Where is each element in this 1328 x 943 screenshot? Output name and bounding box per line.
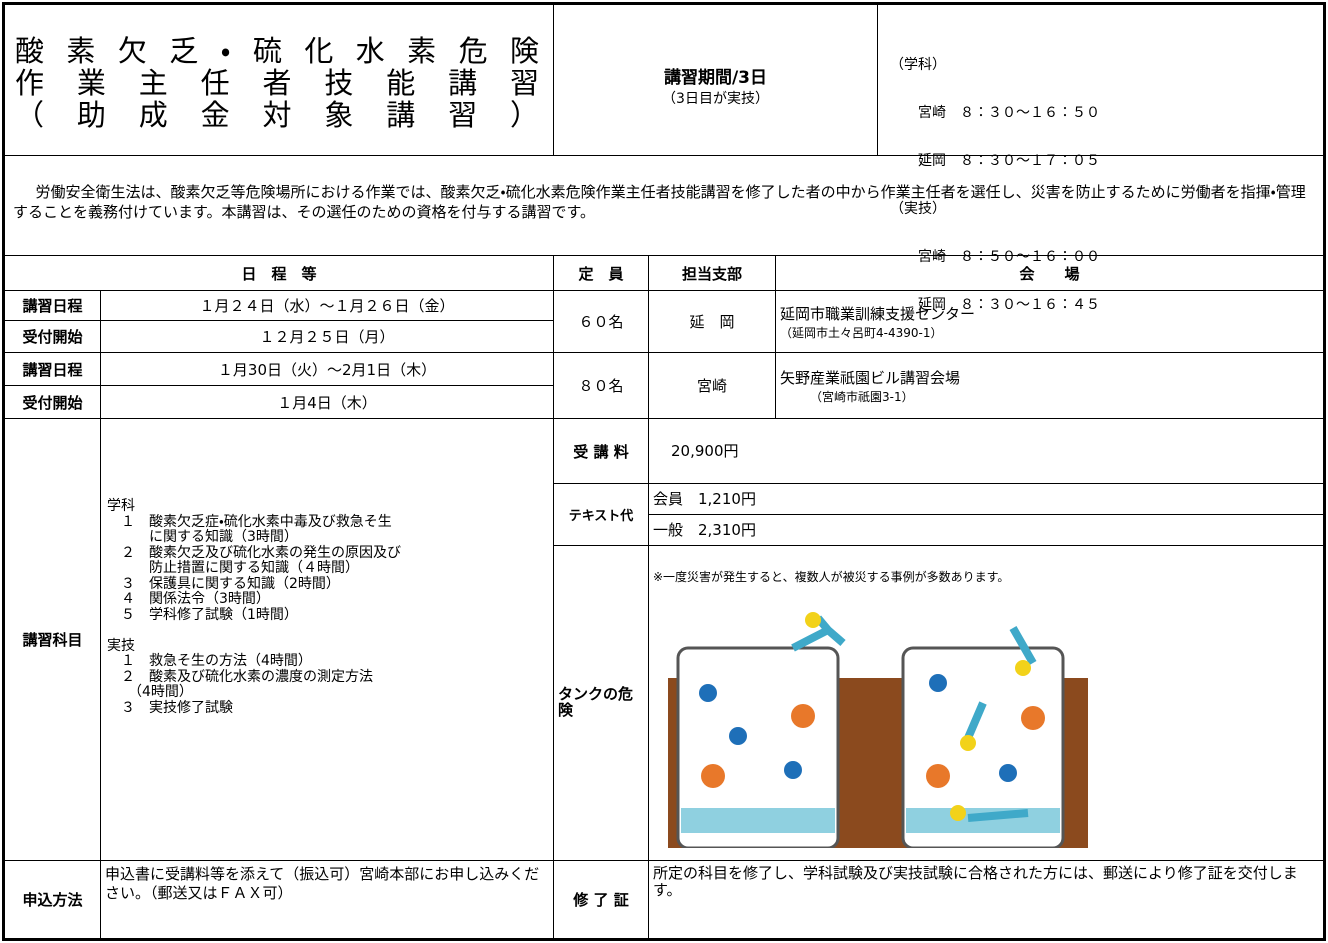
address: （宮崎市祇園3-1） (810, 390, 914, 404)
period: 講習期間/3日 (663, 68, 768, 88)
helmet (805, 612, 821, 628)
subject-line: １ 救急そ生の方法（4時間） (107, 653, 312, 669)
branch: 延 岡 (648, 290, 776, 353)
application-text: 申込書に受講料等を添えて（振込可）宮崎本部にお申し込みください。（郵送又はＦＡＸ… (100, 860, 554, 939)
subjects-cell: 学科 １ 酸素欠乏症・硫化水素中毒及び救急そ生 に関する知識（3時間） ２ 酸素… (100, 418, 554, 861)
water (681, 808, 835, 833)
h2s-bubble (926, 764, 950, 788)
subject-line: に関する知識（3時間） (107, 529, 298, 545)
helmet (950, 805, 966, 821)
time-line: 宮崎 ８：５０～１６：００ (890, 249, 1100, 265)
venue-cell: 延岡市職業訓練支援センター （延岡市土々呂町4-4390-1） (775, 290, 1324, 353)
subject-line: 学科 (107, 498, 135, 514)
certificate-text: 所定の科目を修了し、学科試験及び実技試験に合格された方には、郵送により修了証を交… (648, 860, 1324, 939)
col-header: 定 員 (553, 255, 649, 291)
fee-value: 20,900円 (648, 418, 1324, 484)
danger-label: タンクの危 険 (553, 545, 663, 861)
o2-bubble (729, 727, 747, 745)
subject-line: （4時間） (107, 684, 193, 700)
row-value: １２月２５日（月） (100, 320, 554, 353)
row-value: １月２４日（水）～１月２６日（金） (100, 290, 554, 321)
o2-bubble (999, 764, 1017, 782)
col-header: 日 程 等 (4, 255, 554, 291)
row-value: １月4日（木） (100, 385, 554, 419)
subject-line: ２ 酸素欠乏及び硫化水素の発生の原因及び (107, 544, 401, 561)
danger-note: ※一度災害が発生すると、複数人が被災する事例が多数あります。 (653, 570, 1010, 584)
text-fee-row: 会員 1,210円 (648, 483, 1324, 515)
venue-cell: 矢野産業祇園ビル講習会場 （宮崎市祇園3-1） (775, 352, 1324, 419)
h2s-bubble (1021, 706, 1045, 730)
subject-line: ２ 酸素及び硫化水素の濃度の測定方法 (107, 668, 373, 685)
time-line: 延岡 ８：３０～１６：４５ (890, 297, 1100, 313)
o2-bubble (699, 684, 717, 702)
row-label: 講習日程 (4, 352, 101, 386)
time-line: （学科） (890, 57, 946, 73)
danger-cell: ※一度災害が発生すると、複数人が被災する事例が多数あります。 (648, 545, 1324, 861)
worker (964, 626, 1037, 822)
col-header: 担当支部 (648, 255, 776, 291)
application-label: 申込方法 (4, 860, 101, 939)
venue: 矢野産業祇園ビル講習会場 (780, 369, 961, 387)
row-label: 講習日程 (4, 290, 101, 321)
subject-line: 実技 (107, 637, 135, 654)
helmet (960, 735, 976, 751)
time-line: （実技） (890, 201, 946, 217)
times-cell: （学科） 宮崎 ８：３０～１６：５０ 延岡 ８：３０～１７：０５ （実技） 宮崎… (877, 4, 1324, 313)
subject-line: ３ 保護具に関する知識（2時間） (107, 575, 340, 592)
row-label: 受付開始 (4, 320, 101, 353)
row-label: 受付開始 (4, 385, 101, 419)
period-cell: 講習期間/3日 （3日目が実技） (553, 4, 878, 156)
o2-bubble (784, 761, 802, 779)
h2s-bubble (701, 764, 725, 788)
subject-line: ４ 関係法令（3時間） (107, 591, 270, 607)
fee-label: 受 講 料 (553, 418, 649, 484)
address: （延岡市土々呂町4-4390-1） (780, 326, 943, 340)
worker (791, 615, 846, 652)
venue: 延岡市職業訓練支援センター (780, 305, 976, 323)
row-value: １月30日（火）～2月1日（木） (100, 352, 554, 386)
subject-line: １ 酸素欠乏症・硫化水素中毒及び救急そ生 (107, 513, 392, 530)
branch: 宮崎 (648, 352, 776, 419)
title-line: （助成金対象講習） (15, 98, 539, 132)
capacity: ８０名 (553, 352, 649, 419)
certificate-label: 修 了 証 (553, 860, 649, 939)
time-line: 延岡 ８：３０～１７：０５ (890, 153, 1100, 169)
title-line: 作業主任者技能講習 (15, 66, 539, 100)
tank (901, 646, 1065, 848)
subject-line (107, 623, 553, 639)
col-header: 会 場 (775, 255, 1324, 291)
description: 労働安全衛生法は、酸素欠乏等危険場所における作業では、酸素欠乏・硫化水素危険作業… (4, 155, 1324, 256)
h2s-bubble (791, 704, 815, 728)
title-cell: 酸素欠乏・硫化水素危険 作業主任者技能講習 （助成金対象講習） (4, 4, 554, 156)
helmet (1015, 660, 1031, 676)
time-line: 宮崎 ８：３０～１６：５０ (890, 105, 1100, 121)
period-note: （3日目が実技） (662, 91, 769, 107)
tank (676, 646, 840, 848)
o2-bubble (929, 674, 947, 692)
subject-line: 防止措置に関する知識（４時間） (107, 560, 359, 576)
text-fee-label: テキスト代 (553, 483, 649, 546)
tank-illustration (668, 608, 1088, 848)
capacity: ６０名 (553, 290, 649, 353)
text-fee-row: 一般 2,310円 (648, 514, 1324, 546)
subjects-label: 講習科目 (4, 418, 101, 861)
subject-line: ３ 実技修了試験 (107, 699, 233, 716)
title-line: 酸素欠乏・硫化水素危険 (15, 34, 539, 68)
subject-line: ５ 学科修了試験（1時間） (107, 606, 298, 623)
